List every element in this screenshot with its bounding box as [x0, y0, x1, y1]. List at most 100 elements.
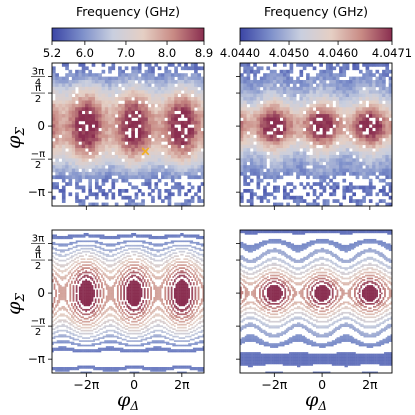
- heatmap-cell: [190, 90, 195, 94]
- contour-cell: [69, 307, 72, 310]
- heatmap-cell: [58, 97, 63, 101]
- contour-cell: [75, 298, 78, 301]
- heatmap-cell: [246, 158, 251, 163]
- contour-cell: [58, 285, 61, 287]
- heatmap-cell: [269, 69, 274, 74]
- heatmap-cell: [279, 165, 284, 169]
- heatmap-cell: [157, 76, 162, 81]
- heatmap-cell: [263, 188, 267, 193]
- heatmap-cell: [111, 66, 116, 71]
- heatmap-cell: [98, 171, 102, 176]
- heatmap-cell: [375, 154, 380, 159]
- heatmap-cell: [243, 137, 247, 142]
- heatmap-cell: [75, 80, 79, 84]
- contour-cell: [116, 349, 119, 351]
- heatmap-cell: [329, 134, 333, 139]
- heatmap-cell: [141, 141, 145, 146]
- contour-cell: [55, 289, 57, 292]
- contour-cell: [93, 317, 95, 320]
- y-tick-label: −π: [28, 185, 45, 199]
- heatmap-cell: [52, 131, 56, 135]
- contour-cell: [63, 319, 65, 322]
- heatmap-cell: [365, 83, 370, 88]
- contour-cell: [120, 334, 122, 336]
- heatmap-cell: [174, 97, 178, 101]
- contour-cell: [58, 346, 61, 348]
- heatmap-cell: [94, 131, 99, 135]
- heatmap-cell: [368, 165, 373, 169]
- contour-cell: [56, 368, 59, 371]
- heatmap-cell: [52, 120, 56, 125]
- heatmap-cell: [58, 93, 63, 98]
- heatmap-cell: [355, 124, 360, 129]
- contour-cell: [59, 276, 62, 278]
- heatmap-cell: [194, 114, 198, 118]
- contour-cell: [128, 268, 130, 271]
- heatmap-cell: [286, 73, 290, 77]
- heatmap-cell: [269, 127, 274, 132]
- heatmap-cell: [94, 151, 99, 156]
- heatmap-cell: [167, 73, 172, 77]
- heatmap-cell: [137, 148, 142, 152]
- heatmap-cell: [81, 73, 86, 77]
- heatmap-cell: [249, 83, 254, 88]
- heatmap-cell: [286, 117, 290, 122]
- heatmap-cell: [154, 185, 159, 190]
- heatmap-cell: [65, 63, 69, 67]
- contour-cell: [110, 341, 113, 344]
- contour-cell: [67, 271, 70, 274]
- heatmap-cell: [170, 134, 175, 139]
- heatmap-cell: [253, 158, 257, 163]
- heatmap-cell: [325, 165, 330, 169]
- contour-cell: [64, 295, 67, 298]
- contour-cell: [115, 267, 118, 269]
- contour-cell: [88, 340, 91, 342]
- heatmap-cell: [259, 137, 264, 142]
- heatmap-cell: [197, 124, 202, 129]
- heatmap-cell: [382, 124, 386, 129]
- contour-cell: [113, 349, 116, 351]
- heatmap-cell: [299, 161, 304, 166]
- contour-cell: [56, 329, 59, 332]
- heatmap-cell: [249, 124, 254, 129]
- heatmap-cell: [85, 93, 89, 98]
- contour-cell: [101, 328, 103, 330]
- heatmap-cell: [316, 107, 320, 112]
- heatmap-cell: [256, 103, 261, 108]
- heatmap-cell: [329, 120, 333, 125]
- heatmap-cell: [279, 137, 284, 142]
- heatmap-cell: [319, 69, 323, 74]
- contour-cell: [113, 262, 116, 265]
- heatmap-cell: [52, 110, 56, 115]
- heatmap-cell: [91, 103, 96, 108]
- heatmap-cell: [342, 69, 347, 74]
- heatmap-cell: [164, 73, 168, 77]
- heatmap-cell: [332, 144, 337, 149]
- contour-cell: [61, 313, 64, 316]
- contour-cell: [88, 271, 91, 274]
- contour-cell: [104, 262, 107, 265]
- heatmap-cell: [368, 103, 373, 108]
- heatmap-cell: [81, 124, 86, 129]
- contour-cell: [126, 322, 129, 325]
- heatmap-cell: [339, 137, 343, 142]
- contour-cell: [58, 276, 61, 278]
- heatmap-cell: [382, 103, 386, 108]
- heatmap-cell: [325, 124, 330, 129]
- contour-cell: [121, 313, 124, 316]
- colorbar-tick-label: 8.9: [195, 46, 213, 60]
- heatmap-cell: [174, 161, 178, 166]
- contour-cell: [66, 370, 69, 372]
- heatmap-cell: [286, 148, 290, 152]
- heatmap-cell: [302, 103, 307, 108]
- heatmap-cell: [58, 90, 63, 94]
- heatmap-cell: [282, 134, 287, 139]
- heatmap-cell: [322, 148, 327, 152]
- contour-cell: [78, 319, 81, 322]
- heatmap-cell: [98, 144, 102, 149]
- heatmap-cell: [194, 154, 198, 159]
- heatmap-cell: [124, 107, 129, 112]
- contour-cell: [124, 249, 127, 252]
- heatmap-cell: [121, 171, 126, 176]
